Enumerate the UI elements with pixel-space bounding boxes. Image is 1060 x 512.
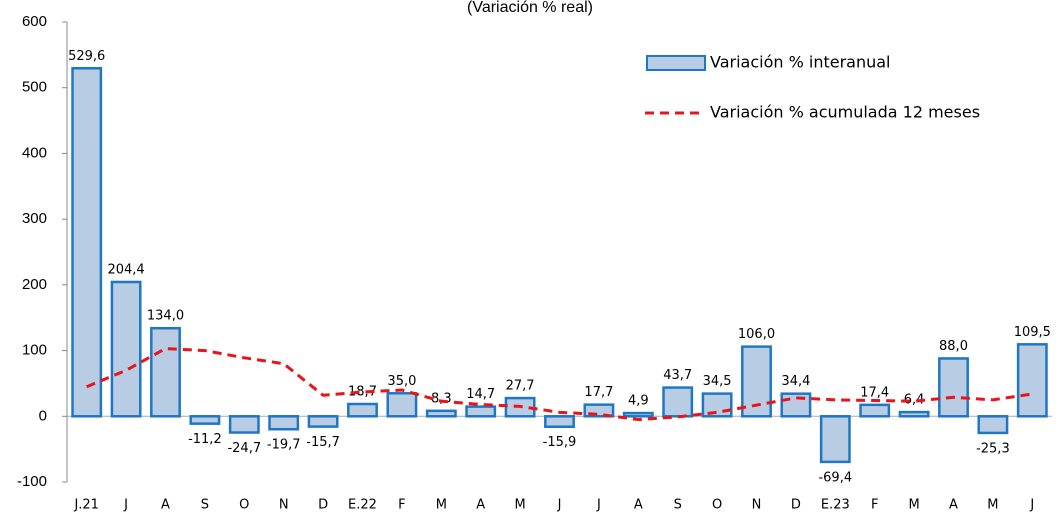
x-tick-label: E.22 xyxy=(348,498,377,512)
value-label: 35,0 xyxy=(387,374,416,389)
x-tick-label: A xyxy=(161,498,170,512)
bar xyxy=(583,403,615,418)
x-tick-label: N xyxy=(279,498,289,512)
x-tick-label: A xyxy=(634,498,643,512)
y-tick-label: 100 xyxy=(22,342,47,359)
bar xyxy=(898,410,930,418)
x-tick-label: J xyxy=(596,498,601,512)
x-tick-label: M xyxy=(514,498,525,512)
value-label: 529,6 xyxy=(68,49,105,64)
value-label: 204,4 xyxy=(107,262,144,277)
x-tick-label: N xyxy=(752,498,762,512)
x-tick-label: A xyxy=(476,498,485,512)
x-tick-label: S xyxy=(674,498,682,512)
y-tick-label: 0 xyxy=(39,407,47,424)
value-label: -69,4 xyxy=(818,470,852,485)
bar xyxy=(386,392,418,418)
x-tick-label: D xyxy=(318,498,328,512)
value-label: 34,5 xyxy=(703,374,732,389)
bar xyxy=(268,415,300,431)
bar xyxy=(1016,343,1048,418)
bar xyxy=(544,415,575,428)
bar xyxy=(465,405,497,418)
x-tick-label: E.23 xyxy=(821,498,850,512)
value-label: 14,7 xyxy=(466,387,495,402)
legend-label: Variación % interanual xyxy=(710,53,891,72)
x-tick-label: J.21 xyxy=(73,498,99,512)
x-tick-label: M xyxy=(908,498,919,512)
x-tick-label: J xyxy=(557,498,562,512)
chart-title: (Variación % real) xyxy=(467,0,593,16)
x-tick-label: O xyxy=(712,498,722,512)
bar xyxy=(938,357,969,418)
bar xyxy=(150,326,181,418)
y-tick-label: 300 xyxy=(22,210,47,227)
y-tick-label: 200 xyxy=(22,276,47,293)
bar xyxy=(425,409,457,418)
value-label: 43,7 xyxy=(663,368,692,383)
bar xyxy=(701,392,733,418)
x-tick-label: D xyxy=(791,498,801,512)
bar xyxy=(859,403,891,418)
x-tick-label: M xyxy=(436,498,447,512)
value-label: -24,7 xyxy=(227,441,261,456)
value-label: 109,5 xyxy=(1014,325,1051,340)
value-label: 8,3 xyxy=(431,391,452,406)
value-label: 18,7 xyxy=(348,384,377,399)
value-label: 106,0 xyxy=(738,327,775,342)
value-label: 4,9 xyxy=(628,394,649,409)
y-tick-label: -100 xyxy=(17,473,47,490)
x-tick-label: J xyxy=(1029,498,1034,512)
bar xyxy=(780,392,812,418)
bar xyxy=(347,402,378,418)
value-label: 34,4 xyxy=(781,374,810,389)
x-tick-label: S xyxy=(201,498,209,512)
x-tick-label: M xyxy=(987,498,998,512)
value-label: 27,7 xyxy=(506,379,535,394)
value-label: 88,0 xyxy=(939,339,968,354)
value-label: -15,9 xyxy=(543,435,577,450)
bar xyxy=(110,280,142,418)
line xyxy=(86,347,1033,422)
value-label: 134,0 xyxy=(147,309,184,324)
x-tick-label: A xyxy=(949,498,958,512)
bar xyxy=(977,415,1009,435)
bar xyxy=(189,415,221,425)
bar xyxy=(819,415,851,464)
x-tick-label: O xyxy=(239,498,249,512)
bar xyxy=(307,415,339,428)
bar xyxy=(228,415,260,434)
value-label: -19,7 xyxy=(267,438,301,453)
value-label: 17,7 xyxy=(584,385,613,400)
bar xyxy=(622,411,654,418)
y-tick-label: 400 xyxy=(22,144,47,161)
value-label: 6,4 xyxy=(904,393,925,408)
value-label: -11,2 xyxy=(188,432,222,447)
bar xyxy=(71,67,103,418)
value-label: -25,3 xyxy=(976,441,1010,456)
x-tick-label: F xyxy=(398,498,405,512)
x-tick-label: J xyxy=(123,498,128,512)
value-label: 17,4 xyxy=(860,385,889,400)
bar xyxy=(662,386,694,418)
x-tick-label: F xyxy=(871,498,878,512)
legend-label: Variación % acumulada 12 meses xyxy=(710,103,980,122)
y-tick-label: 600 xyxy=(22,13,47,30)
y-tick-label: 500 xyxy=(22,79,47,96)
value-label: -15,7 xyxy=(306,435,340,450)
legend-swatch xyxy=(646,55,706,71)
